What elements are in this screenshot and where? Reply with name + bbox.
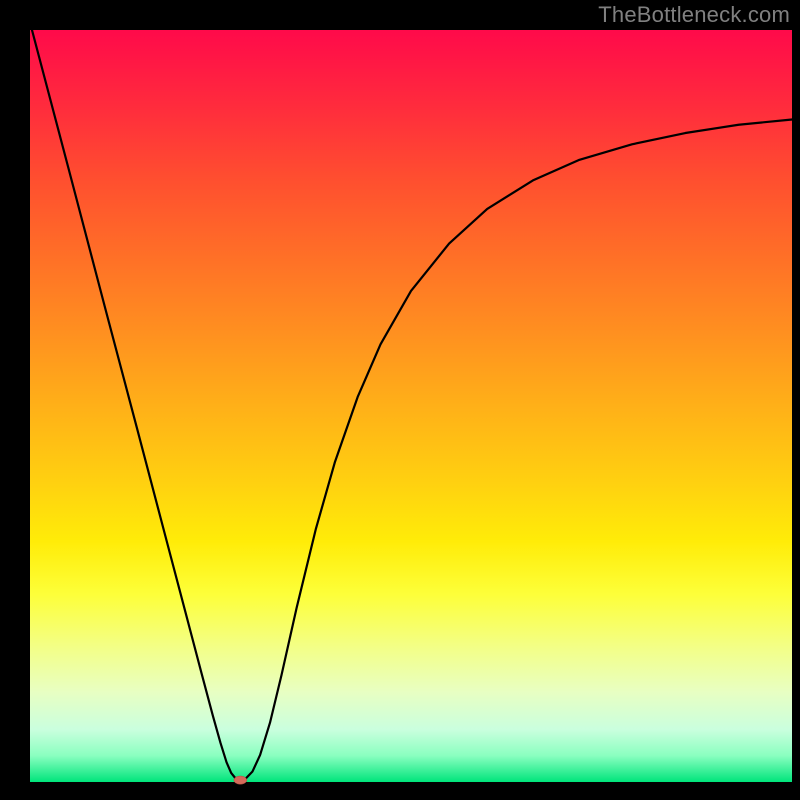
watermark-text: TheBottleneck.com	[598, 2, 790, 28]
chart-inner	[30, 22, 792, 784]
minimum-marker	[234, 776, 247, 784]
plot-background	[30, 30, 792, 782]
bottleneck-chart	[0, 0, 800, 800]
chart-root: TheBottleneck.com	[0, 0, 800, 800]
